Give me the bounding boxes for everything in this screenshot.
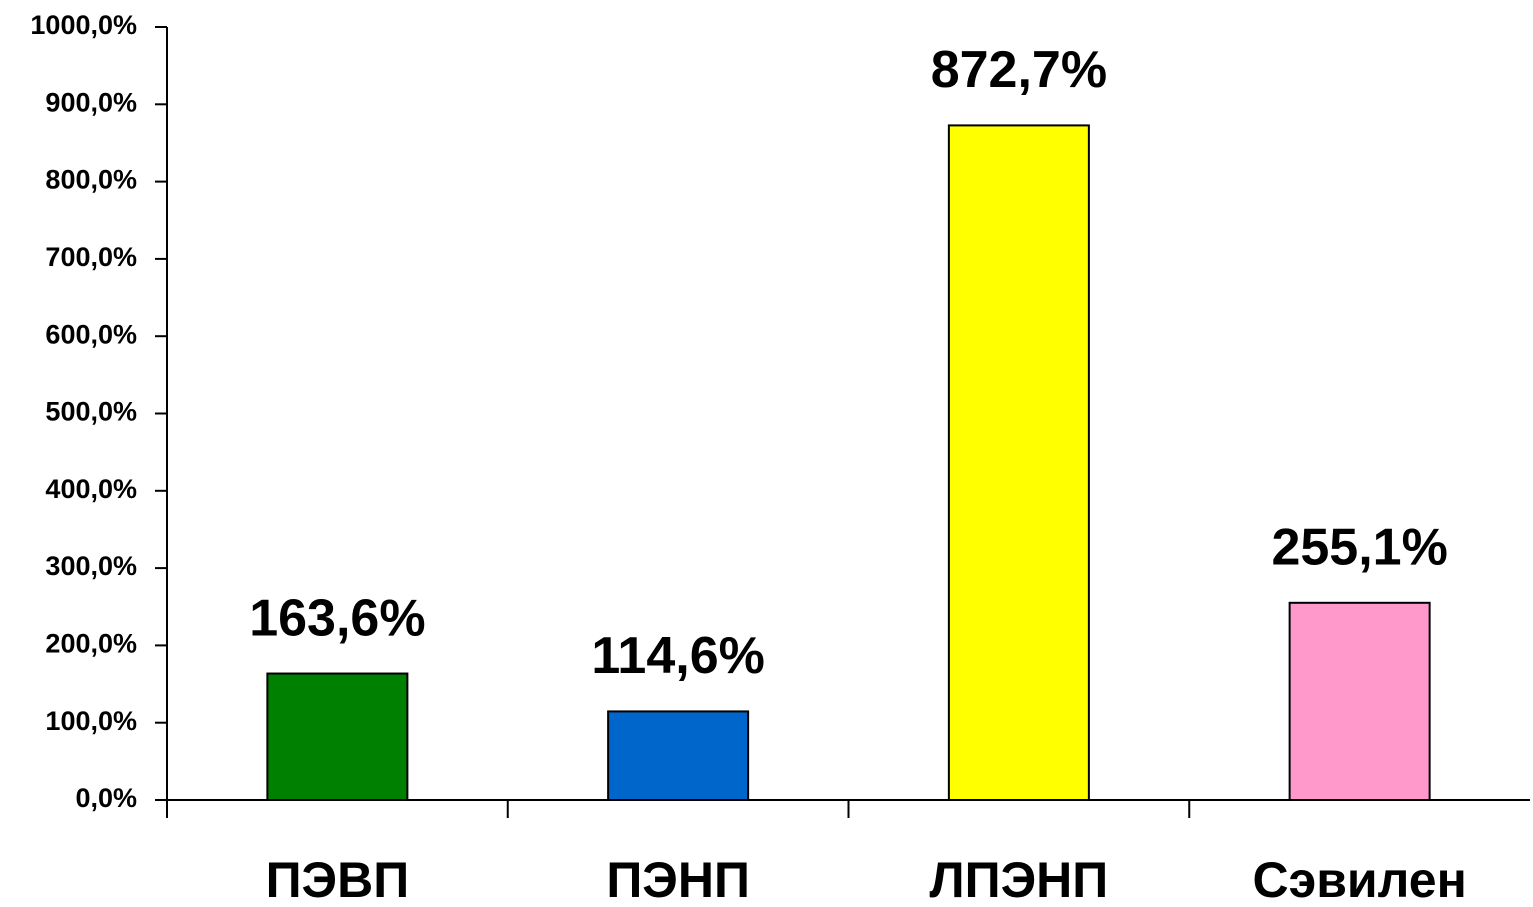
y-tick-label: 0,0% bbox=[75, 783, 137, 813]
y-tick-label: 900,0% bbox=[45, 87, 137, 117]
bar bbox=[947, 124, 1090, 802]
value-label: 872,7% bbox=[931, 41, 1107, 99]
y-tick-label: 200,0% bbox=[45, 629, 137, 659]
bar bbox=[1288, 601, 1431, 801]
y-tick-label: 400,0% bbox=[45, 474, 137, 504]
y-tick-label: 300,0% bbox=[45, 551, 137, 581]
x-tick-label: Сэвилен bbox=[1252, 852, 1466, 907]
value-label: 114,6% bbox=[591, 627, 765, 685]
bar bbox=[607, 710, 750, 801]
bar bbox=[266, 672, 409, 801]
y-tick-label: 800,0% bbox=[45, 165, 137, 195]
y-tick-label: 700,0% bbox=[45, 242, 137, 272]
y-tick-label: 1000,0% bbox=[30, 10, 137, 40]
x-tick-label: ЛПЭНП bbox=[930, 852, 1109, 907]
x-tick-label: ПЭВП bbox=[266, 852, 410, 907]
value-label: 163,6% bbox=[249, 589, 425, 647]
value-label: 255,1% bbox=[1271, 519, 1447, 577]
y-tick-label: 100,0% bbox=[45, 706, 137, 736]
x-tick-label: ПЭНП bbox=[606, 852, 750, 907]
y-tick-label: 600,0% bbox=[45, 319, 137, 349]
y-tick-label: 500,0% bbox=[45, 397, 137, 427]
